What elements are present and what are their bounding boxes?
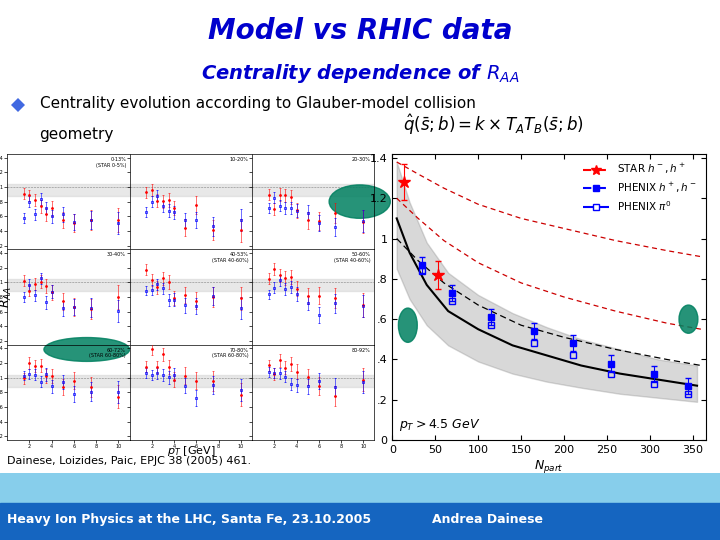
Text: 0-13%
(STAR 0-5%): 0-13% (STAR 0-5%) xyxy=(96,157,126,167)
Bar xyxy=(252,279,374,291)
Ellipse shape xyxy=(679,305,698,333)
Legend: STAR $h^-, h^+$, PHENIX $h^+, h^-$, PHENIX $\pi^0$: STAR $h^-, h^+$, PHENIX $h^+, h^-$, PHEN… xyxy=(580,159,701,215)
Ellipse shape xyxy=(398,308,418,342)
Text: $\hat{q}(\bar{s};b) = k \times T_A T_B(\bar{s};b)$: $\hat{q}(\bar{s};b) = k \times T_A T_B(\… xyxy=(403,112,584,137)
Ellipse shape xyxy=(329,185,390,218)
Text: 10-20%: 10-20% xyxy=(230,157,248,162)
Text: $p_T$ [GeV]: $p_T$ [GeV] xyxy=(166,444,215,458)
Bar xyxy=(130,279,252,291)
Bar xyxy=(252,184,374,195)
Text: Centrality dependence of $R_{AA}$: Centrality dependence of $R_{AA}$ xyxy=(201,63,519,85)
Text: 80-92%: 80-92% xyxy=(352,348,371,353)
Text: 70-80%
(STAR 60-80%): 70-80% (STAR 60-80%) xyxy=(212,348,248,359)
Text: 60-72%
(STAR 60-80%): 60-72% (STAR 60-80%) xyxy=(89,348,126,359)
Text: Andrea Dainese: Andrea Dainese xyxy=(432,513,543,526)
Ellipse shape xyxy=(44,338,130,361)
Text: $p_T > 4.5$ GeV: $p_T > 4.5$ GeV xyxy=(400,417,481,433)
Text: Dainese, Loizides, Paic, EPJC 38 (2005) 461.: Dainese, Loizides, Paic, EPJC 38 (2005) … xyxy=(7,456,251,467)
Bar xyxy=(252,375,374,387)
Bar xyxy=(7,279,130,291)
Text: 50-60%
(STAR 40-60%): 50-60% (STAR 40-60%) xyxy=(334,252,371,263)
Bar xyxy=(7,375,130,387)
Bar xyxy=(7,184,130,195)
Bar xyxy=(130,375,252,387)
Text: $R_{AA}$: $R_{AA}$ xyxy=(0,286,14,308)
Text: geometry: geometry xyxy=(40,127,114,143)
Bar xyxy=(0,503,720,540)
Text: Heavy Ion Physics at the LHC, Santa Fe, 23.10.2005: Heavy Ion Physics at the LHC, Santa Fe, … xyxy=(7,513,372,526)
Text: 20-30%: 20-30% xyxy=(352,157,371,162)
Text: Model vs RHIC data: Model vs RHIC data xyxy=(208,17,512,44)
Bar xyxy=(0,472,720,503)
Text: 30-40%: 30-40% xyxy=(107,252,126,257)
Bar xyxy=(130,184,252,195)
X-axis label: $N_{part}$: $N_{part}$ xyxy=(534,458,564,475)
Text: Centrality evolution according to Glauber-model collision: Centrality evolution according to Glaube… xyxy=(40,96,475,111)
Text: 40-53%
(STAR 40-60%): 40-53% (STAR 40-60%) xyxy=(212,252,248,263)
